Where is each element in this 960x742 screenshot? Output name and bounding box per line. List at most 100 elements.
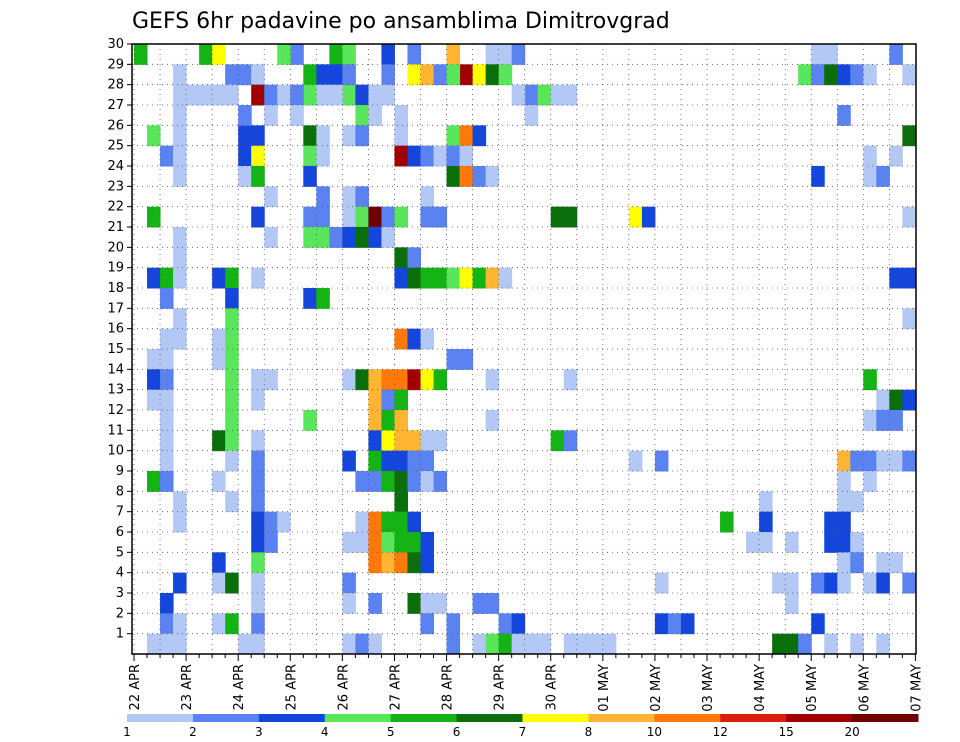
heatmap-cell xyxy=(837,64,851,86)
heatmap-cell xyxy=(459,166,474,187)
heatmap-cell xyxy=(863,369,877,391)
heatmap-cell xyxy=(368,206,382,228)
heatmap-cell xyxy=(173,511,187,533)
heatmap-cell xyxy=(472,267,487,289)
heatmap-cell xyxy=(889,267,903,289)
heatmap-cell xyxy=(837,511,851,533)
heatmap-cell xyxy=(407,247,422,269)
heatmap-cell xyxy=(251,145,265,167)
heatmap-cell xyxy=(459,125,474,147)
heatmap-cell xyxy=(355,125,369,147)
heatmap-cell xyxy=(316,125,330,147)
heatmap-cell xyxy=(160,593,174,614)
heatmap-cell xyxy=(420,145,435,167)
heatmap-cell xyxy=(368,84,382,106)
heatmap-cell xyxy=(850,633,864,655)
x-tick-label: 01 MAY xyxy=(597,664,612,712)
heatmap-cell xyxy=(902,125,916,147)
heatmap-cell xyxy=(433,64,448,86)
heatmap-cell xyxy=(563,430,578,452)
colorbar-label: 8 xyxy=(585,725,593,739)
heatmap-cell xyxy=(173,267,187,289)
heatmap-cell xyxy=(368,633,382,655)
heatmap-cell xyxy=(837,450,851,472)
heatmap-cell xyxy=(368,450,382,472)
heatmap-cell xyxy=(420,430,435,452)
heatmap-cell xyxy=(420,206,435,228)
y-tick-label: 15 xyxy=(107,342,124,357)
heatmap-cell xyxy=(459,349,474,370)
y-tick-label: 13 xyxy=(107,383,124,398)
heatmap-cell xyxy=(303,227,317,248)
y-tick-label: 24 xyxy=(107,159,124,174)
heatmap-cell xyxy=(876,389,890,411)
heatmap-cell xyxy=(524,105,539,126)
heatmap-cell xyxy=(446,125,461,147)
heatmap-cell xyxy=(355,186,369,208)
heatmap-cell xyxy=(472,166,487,187)
heatmap-cell xyxy=(251,64,265,86)
heatmap-cell xyxy=(902,206,916,228)
y-tick-label: 27 xyxy=(107,98,124,113)
heatmap-cell xyxy=(902,64,916,86)
heatmap-cell xyxy=(264,227,278,248)
heatmap-cell xyxy=(446,349,461,370)
heatmap-cell xyxy=(394,410,408,431)
heatmap-cell xyxy=(446,613,461,635)
heatmap-cell xyxy=(160,267,174,289)
heatmap-cell xyxy=(459,267,474,289)
heatmap-cell xyxy=(277,44,291,65)
x-tick-label: 07 MAY xyxy=(909,664,924,712)
colorbar-label: 12 xyxy=(713,725,728,739)
heatmap-cell xyxy=(160,430,174,452)
y-tick-label: 10 xyxy=(107,444,124,459)
heatmap-cell xyxy=(902,308,916,330)
heatmap-cell xyxy=(394,267,408,289)
heatmap-cell xyxy=(355,532,369,553)
heatmap-cell xyxy=(680,613,695,635)
heatmap-cell xyxy=(511,633,526,655)
heatmap-cell xyxy=(303,84,317,106)
heatmap-cell xyxy=(485,369,500,391)
heatmap-cell xyxy=(524,84,539,106)
heatmap-cell xyxy=(407,430,422,452)
heatmap-cell xyxy=(355,206,369,228)
heatmap-cell xyxy=(264,369,278,391)
heatmap-cell xyxy=(811,64,825,86)
heatmap-cell xyxy=(173,247,187,269)
heatmap-cell xyxy=(381,511,395,533)
heatmap-cell xyxy=(160,450,174,472)
heatmap-cell xyxy=(251,552,265,574)
heatmap-cell xyxy=(212,552,226,574)
heatmap-cell xyxy=(485,166,500,187)
heatmap-cell xyxy=(160,349,174,370)
heatmap-cell xyxy=(824,511,838,533)
heatmap-cell xyxy=(238,105,252,126)
heatmap-cell xyxy=(316,206,330,228)
heatmap-cell xyxy=(264,511,278,533)
colorbar-label: 4 xyxy=(321,725,329,739)
colorbar-label: 1 xyxy=(123,725,131,739)
heatmap-cell xyxy=(550,206,565,228)
y-tick-label: 14 xyxy=(107,362,124,377)
heatmap-cell xyxy=(225,349,239,370)
heatmap-cell xyxy=(199,44,213,65)
y-tick-label: 26 xyxy=(107,118,124,133)
heatmap-cell xyxy=(251,369,265,391)
heatmap-cell xyxy=(394,145,408,167)
heatmap-cell xyxy=(837,552,851,574)
heatmap-cell xyxy=(563,206,578,228)
colorbar-segment xyxy=(786,714,853,722)
heatmap-cell xyxy=(368,227,382,248)
heatmap-cell xyxy=(381,552,395,574)
heatmap-cell xyxy=(446,145,461,167)
heatmap-cell xyxy=(160,389,174,411)
y-tick-label: 23 xyxy=(107,179,124,194)
heatmap-cell xyxy=(863,471,877,492)
heatmap-cell xyxy=(459,64,474,86)
heatmap-cell xyxy=(407,471,422,492)
heatmap-cell xyxy=(433,369,448,391)
y-tick-label: 12 xyxy=(107,403,124,418)
heatmap-cell xyxy=(225,267,239,289)
heatmap-cell xyxy=(785,633,799,655)
